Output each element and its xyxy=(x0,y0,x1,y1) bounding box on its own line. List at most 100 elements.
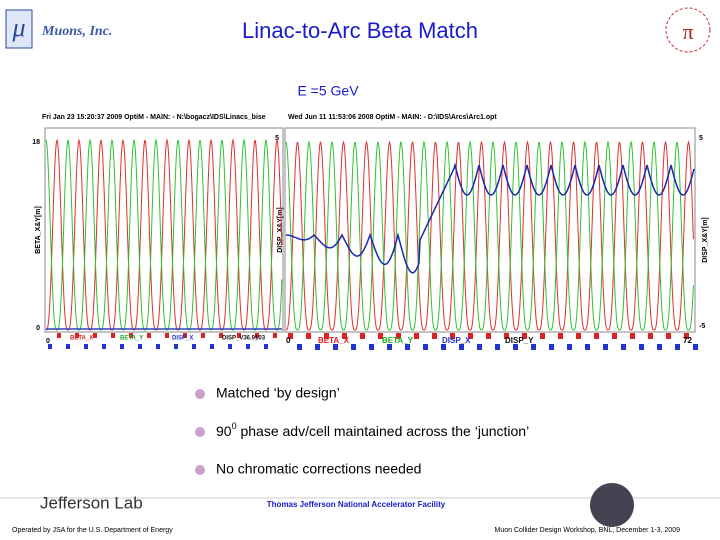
beta-y-curve xyxy=(285,140,694,331)
bullet-text: 900 phase adv/cell maintained across the… xyxy=(216,421,529,438)
bullet-dot xyxy=(195,389,205,399)
magnet-marker xyxy=(378,333,383,339)
axis-label: 0 xyxy=(286,336,291,345)
legend-entry: BETA_Y xyxy=(382,336,414,345)
magnet-marker xyxy=(594,333,599,339)
magnet-marker xyxy=(129,333,133,338)
magnet-marker xyxy=(603,344,608,350)
axis-title: BETA_X&Y[m] xyxy=(35,206,42,254)
magnet-marker xyxy=(66,344,70,349)
magnet-marker xyxy=(156,344,160,349)
axis-label: 0 xyxy=(36,325,40,332)
magnet-marker xyxy=(360,333,365,339)
magnet-marker xyxy=(306,333,311,339)
bullet-part: 0 xyxy=(232,421,237,431)
magnet-marker xyxy=(192,344,196,349)
magnet-marker xyxy=(387,344,392,350)
magnet-marker xyxy=(147,333,151,338)
legend-entry: BETA_X xyxy=(70,336,93,342)
legend-entry: DISP_V36.9103 xyxy=(222,336,266,342)
magnet-marker xyxy=(174,344,178,349)
workshop-logo xyxy=(590,483,634,527)
magnet-marker xyxy=(513,344,518,350)
magnet-marker xyxy=(549,344,554,350)
footer-workshop: Muon Collider Design Workshop, BNL, Dece… xyxy=(495,527,681,534)
magnet-marker xyxy=(333,344,338,350)
magnet-marker xyxy=(165,333,169,338)
magnet-marker xyxy=(84,344,88,349)
bullet-dot xyxy=(195,465,205,475)
disp-x-curve xyxy=(286,162,695,274)
logo-box xyxy=(5,9,33,49)
beta-x-curve xyxy=(285,140,694,331)
magnet-marker xyxy=(351,344,356,350)
magnet-marker xyxy=(264,344,268,349)
magnet-marker xyxy=(201,333,205,338)
magnet-marker xyxy=(210,344,214,349)
magnet-marker xyxy=(120,344,124,349)
beta-y-curve xyxy=(45,138,283,331)
magnet-marker xyxy=(639,344,644,350)
magnet-marker xyxy=(495,344,500,350)
magnet-marker xyxy=(522,333,527,339)
footer-facility: Thomas Jefferson National Accelerator Fa… xyxy=(267,500,446,509)
magnet-marker xyxy=(504,333,509,339)
magnet-marker xyxy=(315,344,320,350)
bullet-part: phase adv/cell maintained across the ‘ju… xyxy=(237,423,530,439)
magnet-marker xyxy=(246,344,250,349)
magnet-marker xyxy=(369,344,374,350)
magnet-marker xyxy=(102,344,106,349)
legend-entry: DISP_X xyxy=(172,336,193,342)
footer-operated: Operated by JSA for the U.S. Department … xyxy=(12,527,173,534)
magnet-marker xyxy=(576,333,581,339)
magnet-marker xyxy=(228,344,232,349)
magnet-marker xyxy=(219,333,223,338)
magnet-marker xyxy=(237,333,241,338)
magnet-marker xyxy=(405,344,410,350)
magnet-marker xyxy=(48,344,52,349)
magnet-marker xyxy=(540,333,545,339)
magnet-marker xyxy=(183,333,187,338)
magnet-marker xyxy=(288,333,293,339)
magnet-marker xyxy=(477,344,482,350)
magnet-marker xyxy=(432,333,437,339)
magnet-marker xyxy=(558,333,563,339)
magnet-marker xyxy=(693,344,698,350)
axis-title: DISP_X&Y[m] xyxy=(277,207,284,253)
axis-title: DISP_X&Y[m] xyxy=(702,217,709,263)
magnet-marker xyxy=(255,333,259,338)
magnet-marker xyxy=(342,333,347,339)
axis-label: 5 xyxy=(699,135,703,142)
magnet-marker xyxy=(621,344,626,350)
plot-frame xyxy=(44,127,284,333)
plot-curves xyxy=(45,138,695,331)
axis-label: 72 xyxy=(683,336,692,345)
plot-caption: Wed Jun 11 11:53:06 2008 OptiM - MAIN: -… xyxy=(288,114,497,121)
logo-text: Muons, Inc. xyxy=(41,24,112,39)
magnet-marker xyxy=(138,344,142,349)
magnet-marker xyxy=(57,333,61,338)
magnet-marker xyxy=(486,333,491,339)
magnet-marker xyxy=(666,333,671,339)
lattice-markers xyxy=(48,333,698,350)
legend-entry: DISP_Y xyxy=(505,336,534,345)
magnet-marker xyxy=(273,333,277,338)
right-logo-pi: π xyxy=(682,19,693,44)
bullet-list: Matched ‘by design’ 900 phase adv/cell ma… xyxy=(195,385,529,477)
magnet-marker xyxy=(396,333,401,339)
axis-label: 5 xyxy=(275,135,279,142)
magnet-marker xyxy=(648,333,653,339)
bullet-part: 90 xyxy=(216,423,232,439)
magnet-marker xyxy=(657,344,662,350)
bullet-text: Matched ‘by design’ xyxy=(216,385,340,401)
magnet-marker xyxy=(459,344,464,350)
footer-lab: Jefferson Lab xyxy=(40,493,143,512)
magnet-marker xyxy=(324,333,329,339)
magnet-marker xyxy=(531,344,536,350)
magnet-marker xyxy=(612,333,617,339)
subtitle: E =5 GeV xyxy=(297,83,359,99)
plot-caption: Fri Jan 23 15:20:37 2009 OptiM - MAIN: -… xyxy=(42,114,266,121)
axis-label: 18 xyxy=(32,139,40,146)
magnet-marker xyxy=(585,344,590,350)
magnet-marker xyxy=(297,344,302,350)
